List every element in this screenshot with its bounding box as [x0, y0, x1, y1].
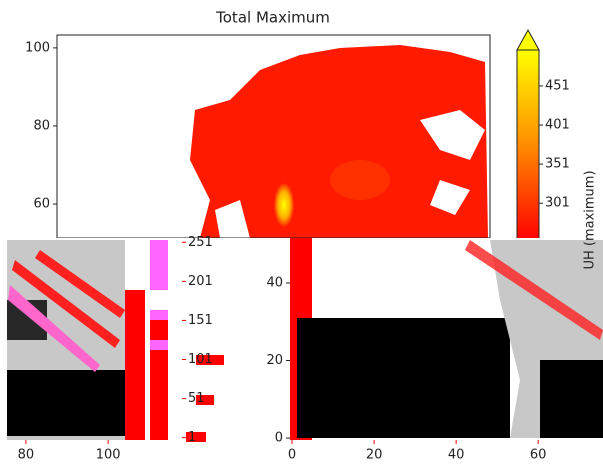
colorbar-label: UH (maximum)	[583, 170, 598, 269]
colorbar-tick-label: 101	[188, 352, 213, 367]
colorbar	[516, 49, 540, 241]
colorbar-tick-label: 351	[545, 157, 570, 172]
y-tick-label: 20	[266, 353, 283, 368]
x-tick-label: 60	[530, 448, 547, 463]
x-tick-label: 80	[18, 448, 35, 463]
x-tick-label: 20	[366, 448, 383, 463]
y-tick-label: 0	[275, 431, 283, 446]
colorbar-tick-label: 151	[188, 313, 213, 328]
y-tick-label: 80	[33, 118, 50, 133]
glitch-region	[0, 238, 603, 442]
field	[190, 45, 488, 238]
colorbar-tick-label: 301	[545, 196, 570, 211]
y-tick-label: 40	[266, 275, 283, 290]
colorbar-tick-label: 1	[188, 430, 196, 445]
colorbar-tick-label: 201	[188, 274, 213, 289]
x-tick-label: 40	[448, 448, 465, 463]
colorbar-tick-label: 51	[188, 391, 205, 406]
x-tick-label: 100	[96, 448, 121, 463]
y-tick-label: 60	[33, 197, 50, 212]
colorbar-tick-label: 451	[545, 78, 570, 93]
colorbar-tick-label: 401	[545, 118, 570, 133]
x-tick-label: 0	[288, 448, 296, 463]
colorbar-extend	[516, 28, 540, 51]
chart-title: Total Maximum	[215, 9, 330, 27]
colorbar-tick-label: 251	[188, 235, 213, 250]
y-tick-label: 100	[25, 40, 50, 55]
